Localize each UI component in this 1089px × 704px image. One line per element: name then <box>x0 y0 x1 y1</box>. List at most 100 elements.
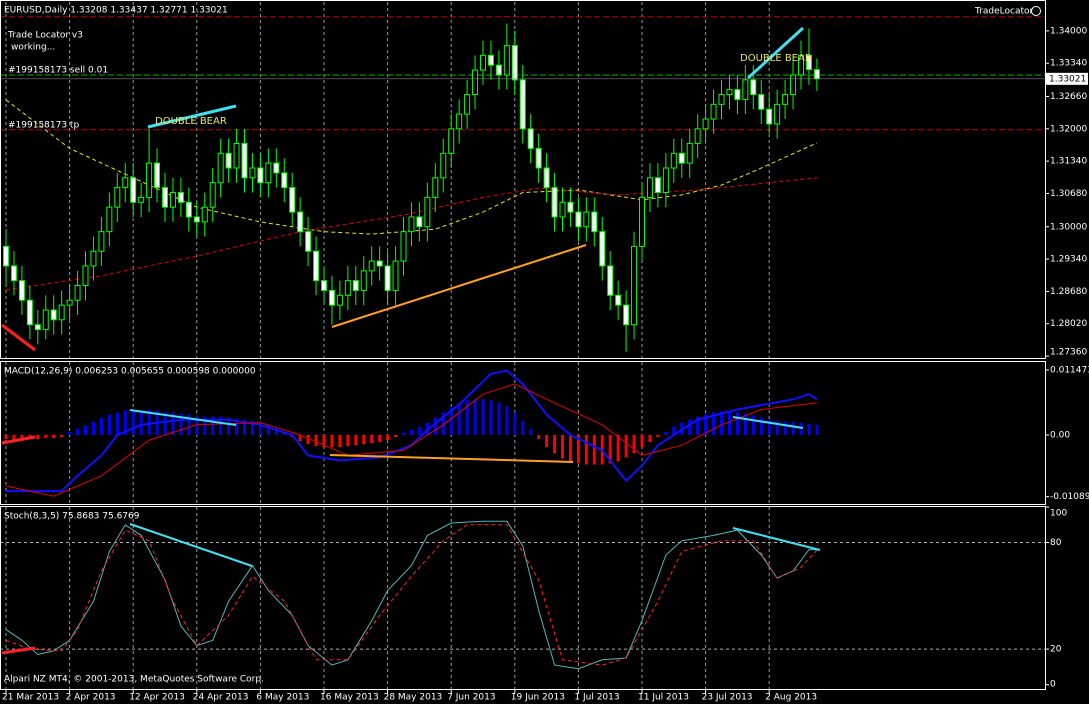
candle-body <box>18 280 25 301</box>
y-tick-label: 0.011473 <box>1050 365 1089 375</box>
x-tick-label: 24 Apr 2013 <box>193 693 249 703</box>
y-tick-label: 1.30680 <box>1050 189 1087 199</box>
order-label: #199158173 sell 0.01 <box>8 65 108 75</box>
candle-body <box>3 245 9 267</box>
histogram-bar <box>243 419 246 435</box>
candle-body <box>90 250 97 267</box>
candle-body <box>543 167 550 189</box>
y-tick-label: 1.34000 <box>1050 26 1087 36</box>
histogram-bar <box>322 434 326 448</box>
candle-body <box>130 177 137 203</box>
candle-body <box>344 280 351 296</box>
histogram-bar <box>537 434 541 440</box>
indicator-status: working... <box>11 43 55 53</box>
histogram-bar <box>608 434 612 464</box>
trend-line <box>732 527 821 551</box>
histogram-bar <box>274 427 278 435</box>
histogram-bar <box>497 402 501 435</box>
candle-body <box>201 206 208 223</box>
candle-body <box>710 103 717 120</box>
candle-body <box>368 260 375 272</box>
indicator-line <box>5 383 817 497</box>
candle-body <box>798 54 804 76</box>
histogram-bar <box>417 426 421 435</box>
histogram-bar <box>36 434 40 440</box>
candle-body <box>742 79 749 100</box>
candle-body <box>424 196 431 228</box>
histogram-bar <box>799 422 803 435</box>
x-tick-label: 12 Apr 2013 <box>129 693 185 703</box>
histogram-bar <box>481 399 485 435</box>
candle-body <box>305 231 312 252</box>
candle-body <box>519 79 526 130</box>
histogram-bar <box>624 434 628 458</box>
histogram-bar <box>449 407 453 435</box>
histogram-bar <box>767 419 771 435</box>
histogram-bar <box>171 412 175 435</box>
x-tick-label: 7 Jun 2013 <box>447 693 495 703</box>
histogram-bar <box>211 416 215 435</box>
trend-line <box>129 409 237 426</box>
histogram-bar <box>457 403 461 435</box>
histogram-bar <box>727 411 731 435</box>
histogram-bar <box>179 413 183 435</box>
candle-body <box>146 162 153 198</box>
histogram-bar <box>648 434 652 443</box>
histogram-bar <box>76 428 80 435</box>
histogram-bar <box>513 412 517 435</box>
histogram-bar <box>298 434 302 442</box>
candle-body <box>408 216 415 233</box>
candle-body <box>575 211 582 228</box>
candle-body <box>599 231 606 267</box>
y-tick-label: -0.01089 <box>1050 492 1089 502</box>
candle-body <box>265 162 272 184</box>
histogram-bar <box>258 422 262 435</box>
histogram-bar <box>115 412 119 435</box>
histogram-bar <box>568 434 572 462</box>
histogram-bar <box>131 410 135 435</box>
histogram-bar <box>362 434 366 445</box>
histogram-bar <box>576 434 580 464</box>
candle-body <box>654 177 661 193</box>
candle-body <box>162 187 168 208</box>
histogram-bar <box>163 411 167 435</box>
candle-body <box>472 69 479 96</box>
candle-body <box>114 187 121 208</box>
histogram-bar <box>775 420 779 435</box>
y-tick-label: 20 <box>1050 645 1062 655</box>
histogram-bar <box>489 400 493 435</box>
candle-body <box>440 152 447 179</box>
y-tick-label: 1.29340 <box>1050 255 1087 265</box>
histogram-bar <box>696 416 700 435</box>
footer: Alpari NZ MT4, © 2001-2013, MetaQuotes S… <box>4 675 264 685</box>
candle-body <box>456 113 463 130</box>
histogram-bar <box>672 426 676 435</box>
histogram-bar <box>219 416 223 435</box>
histogram-bar <box>759 417 763 435</box>
trend-line <box>331 244 587 328</box>
candle-body <box>42 309 49 331</box>
histogram-bar <box>84 425 87 435</box>
histogram-bar <box>266 424 270 435</box>
candle-body <box>313 250 320 282</box>
histogram-bar <box>235 418 239 435</box>
candle-body <box>805 54 812 71</box>
histogram-bar <box>386 434 390 441</box>
trend-line <box>147 104 237 129</box>
histogram-bar <box>354 434 358 446</box>
candle-body <box>249 167 256 179</box>
histogram-bar <box>545 434 549 448</box>
candle-body <box>233 143 240 169</box>
histogram-bar <box>521 420 525 435</box>
histogram-bar <box>99 417 103 435</box>
trend-line <box>1 646 36 655</box>
y-tick-label: 80 <box>1050 538 1062 548</box>
x-tick-label: 6 May 2013 <box>256 693 309 703</box>
histogram-bar <box>720 411 723 435</box>
histogram-bar <box>441 412 445 435</box>
histogram-bar <box>632 434 636 454</box>
y-tick-label: 0.00 <box>1050 430 1070 440</box>
macd-pane <box>0 361 1046 505</box>
candle-body <box>273 162 280 174</box>
